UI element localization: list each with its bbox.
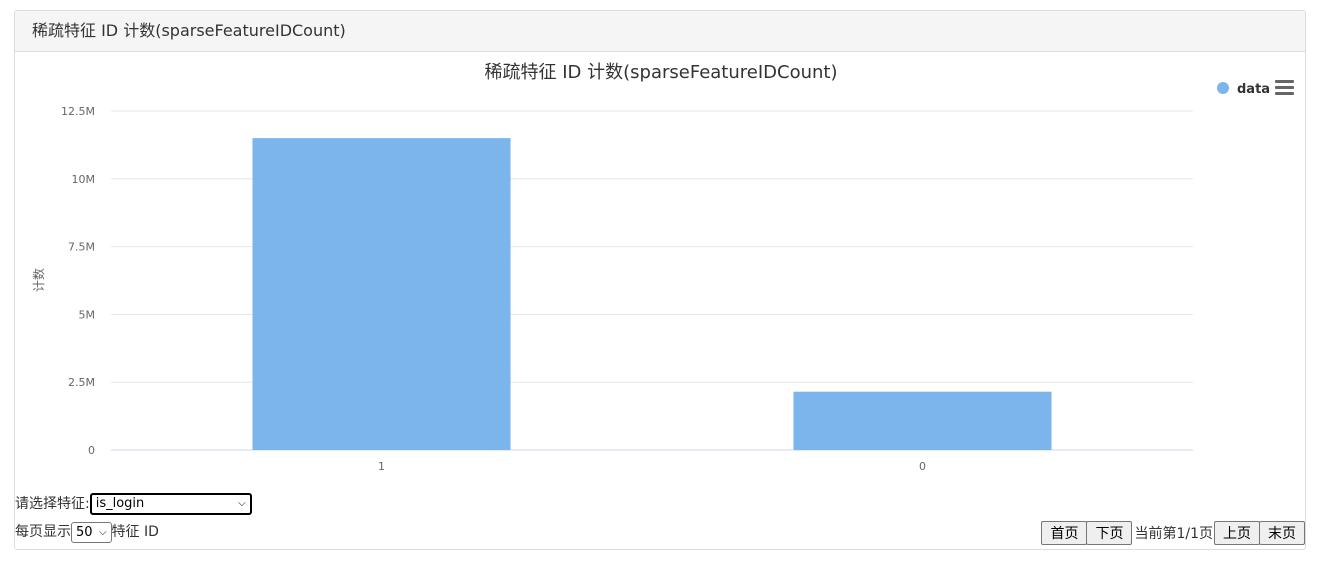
legend[interactable]: data: [1217, 82, 1270, 97]
last-page-button[interactable]: 末页: [1259, 521, 1305, 545]
bars: [252, 138, 1052, 450]
next-page-button[interactable]: 下页: [1086, 521, 1133, 545]
bar[interactable]: [793, 391, 1052, 450]
first-page-button[interactable]: 首页: [1041, 521, 1088, 545]
per-page-suffix: 特征 ID: [111, 524, 159, 540]
y-tick-label: 12.5M: [61, 105, 95, 118]
pagination: 首页 下页 当前第1/1页 上页 末页: [1041, 521, 1305, 545]
chart-panel: 稀疏特征 ID 计数(sparseFeatureIDCount) 0 2.5M 5M…: [14, 10, 1306, 550]
y-tick-label: 10M: [72, 173, 96, 186]
hamburger-menu-icon[interactable]: [1275, 80, 1294, 95]
x-tick-label: 1: [378, 460, 385, 473]
feature-select-value: is_login: [95, 496, 145, 511]
legend-label[interactable]: data: [1237, 82, 1270, 97]
feature-select[interactable]: is_login ⌵: [89, 493, 252, 515]
chevron-down-icon: ⌵: [238, 498, 246, 509]
page-info: 当前第1/1页: [1134, 526, 1213, 542]
y-tick-label: 5M: [79, 308, 96, 321]
panel-title: 稀疏特征 ID 计数(sparseFeatureIDCount): [15, 11, 1305, 52]
feature-select-row: 请选择特征: is_login ⌵: [15, 493, 252, 515]
per-page-value: 50: [76, 524, 93, 540]
y-tick-label: 0: [88, 444, 95, 457]
per-page-row: 每页显示 50 ⌵ 特征 ID: [15, 521, 159, 543]
y-axis-label: 计数: [31, 268, 46, 292]
legend-marker-icon: [1217, 82, 1229, 94]
prev-page-button[interactable]: 上页: [1214, 521, 1260, 545]
y-tick-labels: 0 2.5M 5M 7.5M 10M 12.5M: [61, 105, 95, 457]
x-tick-label: 0: [919, 460, 926, 473]
chevron-down-icon: ⌵: [98, 526, 107, 538]
per-page-label: 每页显示: [15, 524, 71, 540]
feature-select-label: 请选择特征:: [15, 496, 90, 512]
bar[interactable]: [252, 138, 511, 450]
per-page-select[interactable]: 50 ⌵: [71, 521, 112, 543]
chart-title: 稀疏特征 ID 计数(sparseFeatureIDCount): [485, 62, 838, 83]
y-tick-label: 7.5M: [68, 241, 95, 254]
y-tick-label: 2.5M: [68, 376, 95, 389]
